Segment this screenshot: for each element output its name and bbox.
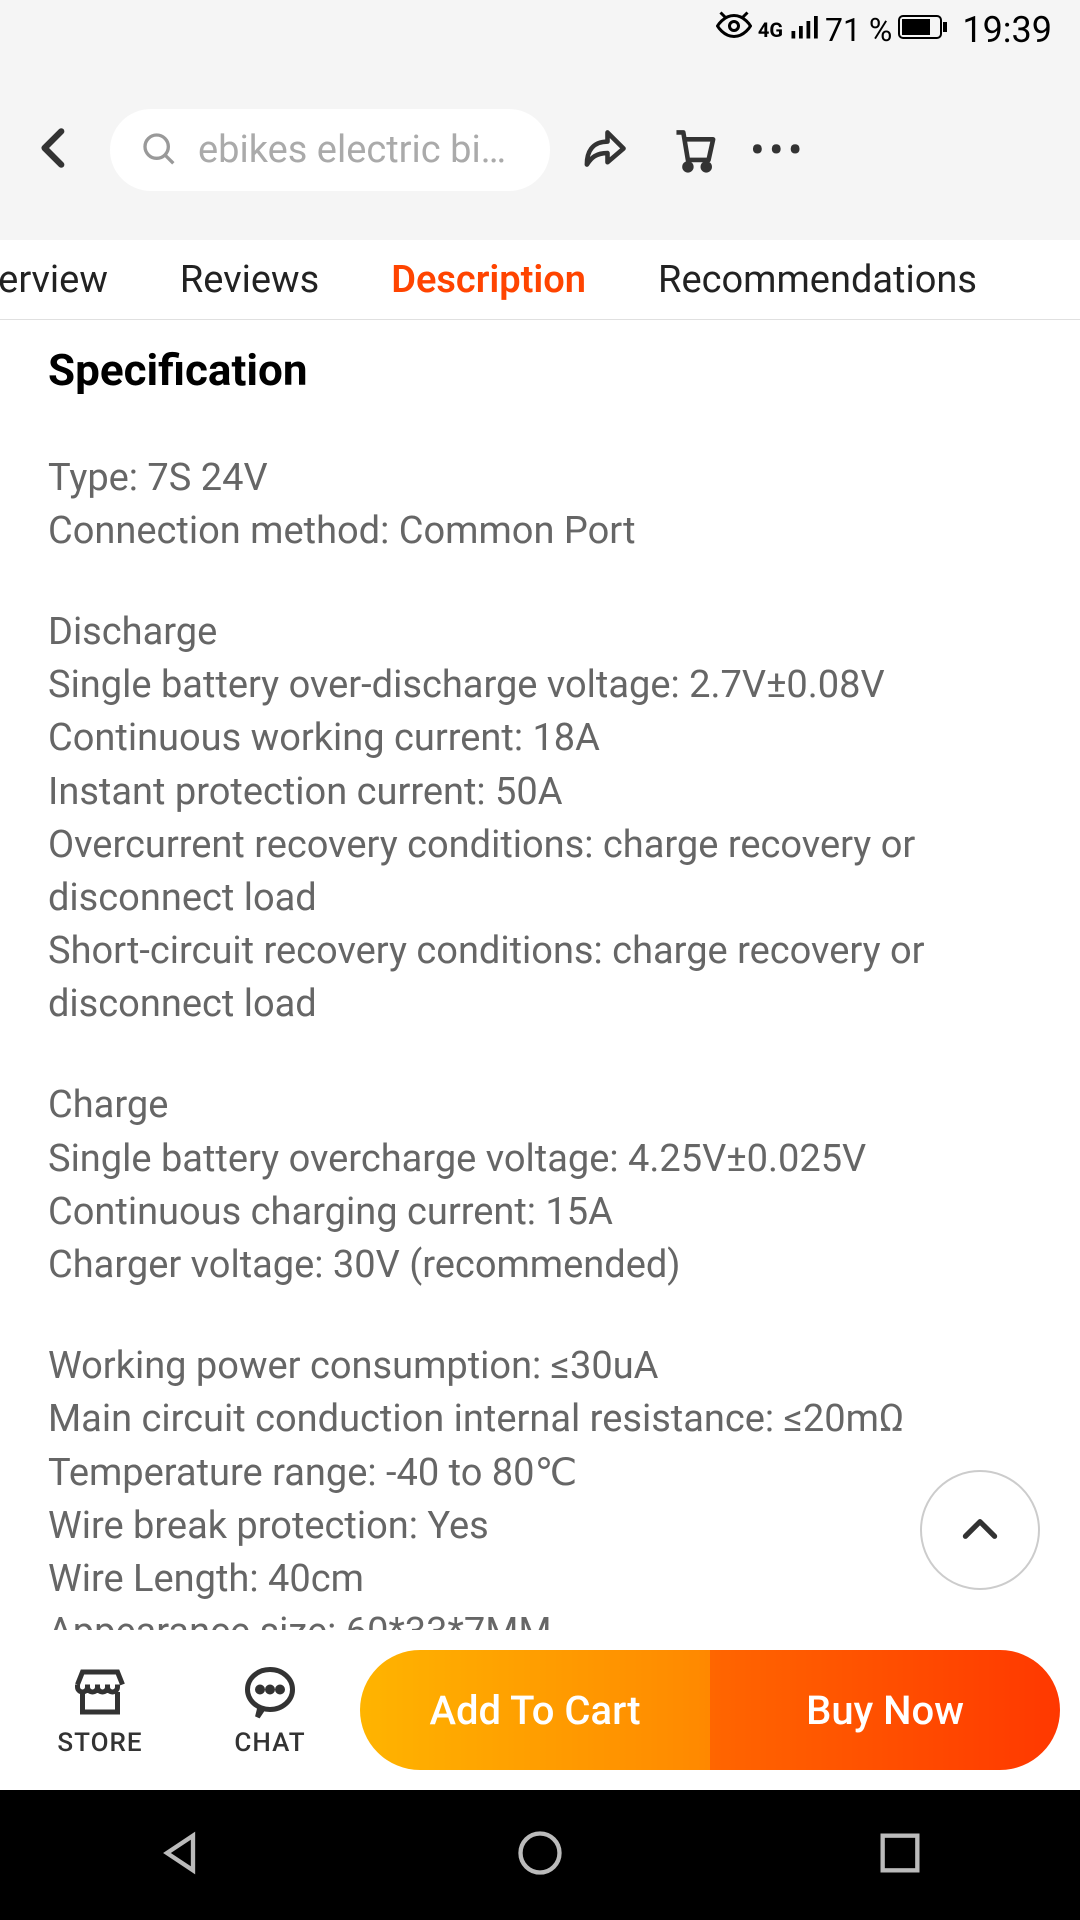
cta-wrap: Add To Cart Buy Now	[360, 1650, 1060, 1770]
chat-button[interactable]: CHAT	[190, 1662, 350, 1758]
eye-icon	[716, 8, 752, 52]
misc-line: Wire break protection: Yes	[48, 1500, 1032, 1553]
charge-line: Single battery overcharge voltage: 4.25V…	[48, 1133, 1032, 1186]
tabs: verview Reviews Description Recommendati…	[0, 240, 1080, 320]
discharge-line: Instant protection current: 50A	[48, 766, 1032, 819]
scroll-top-button[interactable]	[920, 1470, 1040, 1590]
battery-icon	[898, 11, 948, 49]
misc-line: Temperature range: -40 to 80℃	[48, 1447, 1032, 1500]
back-button[interactable]	[30, 123, 80, 177]
tab-recommendations[interactable]: Recommendations	[622, 258, 1013, 302]
misc-line: Appearance size: 60*33*7MM	[48, 1606, 1032, 1630]
charge-title: Charge	[48, 1079, 1032, 1132]
spec-general: Type: 7S 24V Connection method: Common P…	[48, 452, 1032, 558]
bottom-bar: STORE CHAT Add To Cart Buy Now	[0, 1630, 1080, 1790]
nav-home-button[interactable]	[514, 1827, 566, 1883]
misc-line: Wire Length: 40cm	[48, 1553, 1032, 1606]
description-content[interactable]: Specification Type: 7S 24V Connection me…	[0, 320, 1080, 1630]
store-label: STORE	[57, 1728, 142, 1758]
charge-line: Charger voltage: 30V (recommended)	[48, 1239, 1032, 1292]
android-nav-bar	[0, 1790, 1080, 1920]
buy-now-button[interactable]: Buy Now	[710, 1650, 1060, 1770]
discharge-line: Short-circuit recovery conditions: charg…	[48, 925, 1032, 1031]
discharge-line: Overcurrent recovery conditions: charge …	[48, 819, 1032, 925]
add-to-cart-button[interactable]: Add To Cart	[360, 1650, 710, 1770]
network-indicator: 4G	[758, 20, 783, 40]
spec-type: Type: 7S 24V	[48, 452, 1032, 505]
tab-description[interactable]: Description	[355, 258, 622, 302]
nav-recent-button[interactable]	[874, 1827, 926, 1883]
tab-overview[interactable]: verview	[0, 258, 144, 302]
status-bar: 4G 71 % 19:39	[0, 0, 1080, 60]
charge-line: Continuous charging current: 15A	[48, 1186, 1032, 1239]
search-input[interactable]: ebikes electric bi…	[110, 109, 550, 191]
tab-reviews[interactable]: Reviews	[144, 258, 355, 302]
spec-heading: Specification	[48, 340, 1032, 402]
discharge-line: Continuous working current: 18A	[48, 712, 1032, 765]
misc-line: Working power consumption: ≤30uA	[48, 1340, 1032, 1393]
misc-line: Main circuit conduction internal resista…	[48, 1393, 1032, 1446]
chat-label: CHAT	[234, 1728, 305, 1758]
spec-discharge: Discharge Single battery over-discharge …	[48, 606, 1032, 1032]
search-placeholder: ebikes electric bi…	[198, 128, 506, 172]
share-button[interactable]	[580, 121, 635, 180]
battery-percent: 71 %	[825, 11, 892, 49]
clock: 19:39	[962, 9, 1052, 51]
nav-back-button[interactable]	[154, 1827, 206, 1883]
cart-button[interactable]	[665, 121, 720, 180]
spec-connection: Connection method: Common Port	[48, 505, 1032, 558]
discharge-title: Discharge	[48, 606, 1032, 659]
store-button[interactable]: STORE	[20, 1662, 180, 1758]
spec-charge: Charge Single battery overcharge voltage…	[48, 1079, 1032, 1292]
discharge-line: Single battery over-discharge voltage: 2…	[48, 659, 1032, 712]
top-bar: ebikes electric bi… •••	[0, 60, 1080, 240]
spec-misc: Working power consumption: ≤30uA Main ci…	[48, 1340, 1032, 1630]
signal-icon	[789, 11, 819, 49]
more-button[interactable]: •••	[750, 124, 807, 176]
